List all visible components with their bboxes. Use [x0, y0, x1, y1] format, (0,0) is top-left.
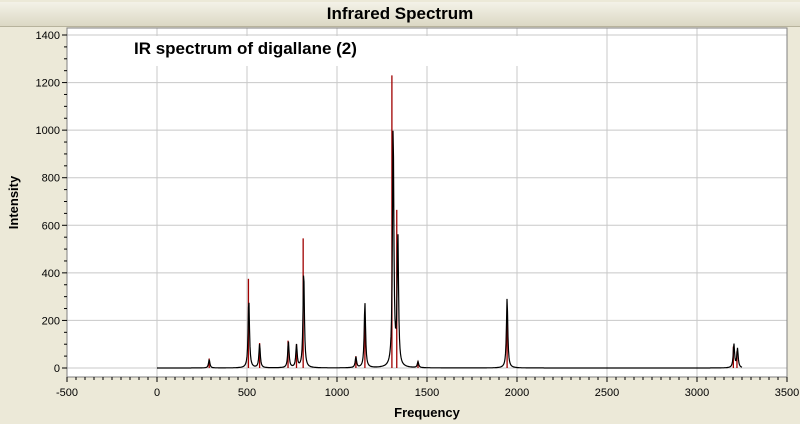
tick-labels: -500 0 500 1000 1500 2000 2500 3000 3500 0 200 400 6… — [36, 30, 800, 399]
x-tick-label: 1500 — [415, 387, 439, 399]
x-tick-label: 3000 — [685, 387, 709, 399]
x-tick-label: 1000 — [325, 387, 349, 399]
x-tick-label: 0 — [154, 387, 160, 399]
annotation-label: IR spectrum of digallane (2) — [134, 39, 357, 58]
chart-title: Infrared Spectrum — [0, 2, 800, 27]
y-axis-label: Intensity — [6, 175, 21, 229]
x-axis-label: Frequency — [394, 405, 461, 420]
x-tick-label: 3500 — [775, 387, 799, 399]
x-tick-label: 2000 — [505, 387, 529, 399]
y-tick-label: 200 — [42, 315, 60, 327]
y-tick-label: 1000 — [36, 125, 60, 137]
spectrum-line — [157, 130, 743, 369]
y-tick-label: 400 — [42, 268, 60, 280]
y-tick-label: 0 — [54, 363, 60, 375]
x-tick-label: 500 — [238, 387, 256, 399]
y-tick-label: 600 — [42, 220, 60, 232]
axes — [62, 27, 788, 382]
y-tick-label: 1400 — [36, 30, 60, 42]
x-tick-label: 2500 — [595, 387, 619, 399]
y-tick-label: 1200 — [36, 78, 60, 90]
x-tick-label: -500 — [56, 387, 78, 399]
annotation-background — [128, 36, 533, 66]
y-tick-label: 800 — [42, 173, 60, 185]
